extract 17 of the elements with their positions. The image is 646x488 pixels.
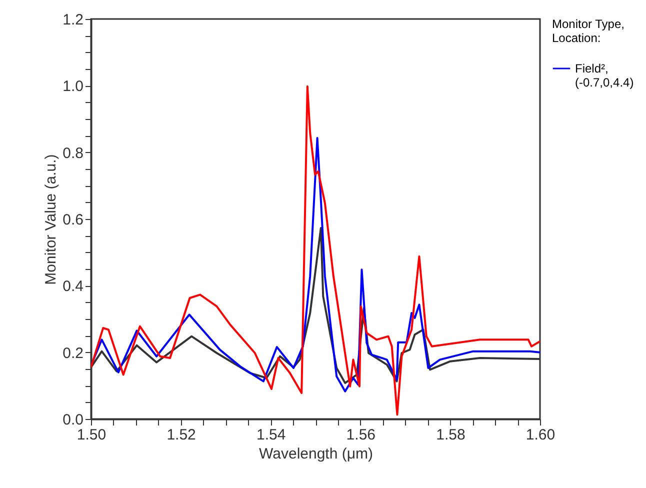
x-tick-label: 1.56 [346,426,376,444]
y-tick-label: 0.8 [62,144,84,162]
x-tick-label: 1.58 [436,426,466,444]
x-tick-label: 1.50 [76,426,106,444]
x-axis-title: Wavelength (μm) [259,446,373,462]
y-tick-label: 1.2 [62,12,84,28]
y-tick-label: 0.2 [62,344,84,362]
legend-label: Field², (-0.7,0,4.4) [575,62,634,90]
x-tick-label: 1.54 [256,426,286,444]
x-tick-label: 1.60 [526,426,556,444]
y-axis-title: Monitor Value (a.u.) [42,154,60,285]
y-tick-label: 1.0 [62,78,84,96]
y-tick-label: 0.6 [62,212,84,228]
x-tick-label: 1.52 [166,426,196,444]
y-tick-label: 0.0 [62,412,84,428]
y-tick-label: 0.4 [62,278,84,296]
legend-title: Monitor Type, Location: [552,17,624,45]
